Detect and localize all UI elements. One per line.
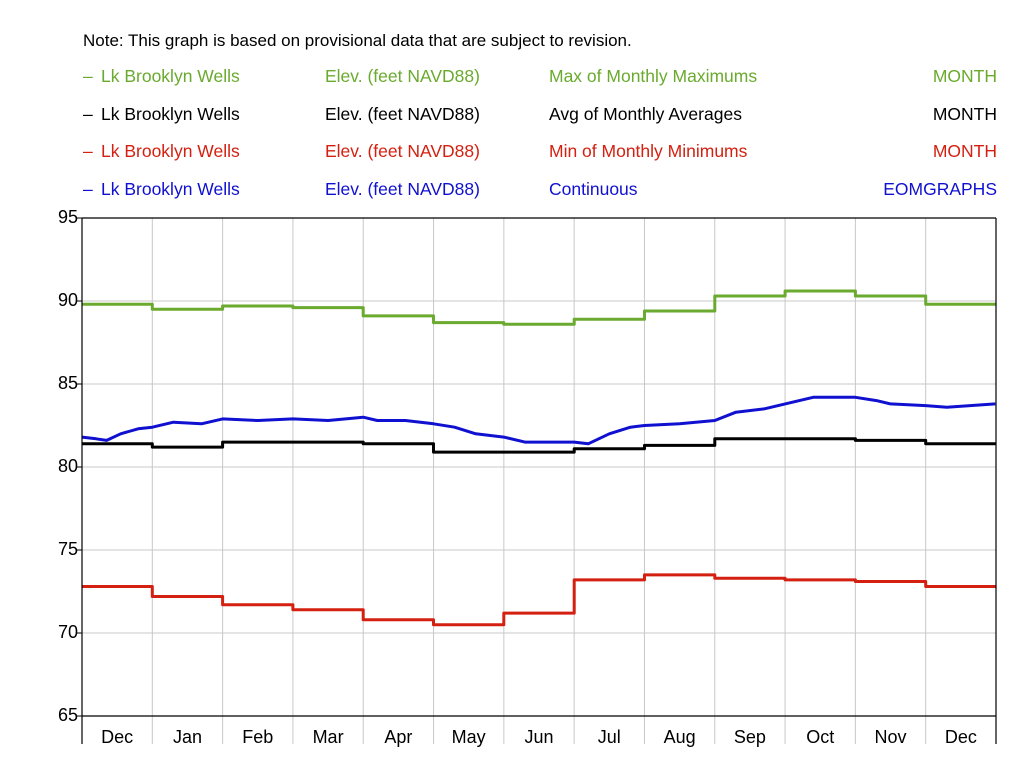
legend-source: EOMGRAPHS [883, 179, 997, 200]
legend-statistic: Continuous [549, 179, 638, 200]
series-line-avg-of-monthly-averages [82, 437, 996, 454]
x-tick-label: Dec [945, 727, 977, 747]
y-tick-label: 75 [58, 539, 78, 559]
legend-site: Lk Brooklyn Wells [101, 179, 240, 200]
legend-row-continuous: – Lk Brooklyn Wells Elev. (feet NAVD88) … [83, 179, 997, 217]
x-tick-label: Jun [524, 727, 553, 747]
legend-site: Lk Brooklyn Wells [101, 141, 240, 162]
legend-row-max: – Lk Brooklyn Wells Elev. (feet NAVD88) … [83, 66, 997, 104]
legend-parameter: Elev. (feet NAVD88) [325, 141, 480, 162]
legend-swatch: – [83, 103, 93, 124]
legend-swatch: – [83, 179, 93, 200]
x-tick-label: Jan [173, 727, 202, 747]
legend-source: MONTH [932, 66, 997, 86]
legend: – Lk Brooklyn Wells Elev. (feet NAVD88) … [83, 66, 997, 217]
x-tick-label: Nov [875, 727, 907, 747]
x-tick-label: Jul [598, 727, 621, 747]
legend-swatch: – [83, 66, 93, 86]
x-tick-label: Mar [313, 727, 344, 747]
x-tick-label: Aug [664, 727, 696, 747]
x-tick-label: Oct [806, 727, 834, 747]
y-tick-label: 65 [58, 705, 78, 725]
legend-statistic: Min of Monthly Minimums [549, 141, 748, 162]
series-line-continuous [81, 395, 996, 446]
legend-parameter: Elev. (feet NAVD88) [325, 103, 480, 124]
legend-parameter: Elev. (feet NAVD88) [325, 66, 480, 86]
legend-statistic: Avg of Monthly Averages [549, 103, 742, 124]
y-tick-label: 70 [58, 622, 78, 642]
y-tick-label: 85 [58, 373, 78, 393]
legend-site: Lk Brooklyn Wells [101, 66, 240, 86]
x-tick-label: Apr [384, 727, 412, 747]
legend-source: MONTH [932, 141, 997, 162]
x-tick-label: Sep [734, 727, 766, 747]
x-tick-label: Dec [101, 727, 133, 747]
legend-swatch: – [83, 141, 93, 162]
legend-row-min: – Lk Brooklyn Wells Elev. (feet NAVD88) … [83, 141, 997, 179]
legend-row-avg: – Lk Brooklyn Wells Elev. (feet NAVD88) … [83, 104, 997, 142]
x-tick-label: Feb [242, 727, 273, 747]
y-tick-label: 80 [58, 456, 78, 476]
series-line-min-of-monthly-minimums [82, 573, 996, 627]
x-tick-label: May [452, 727, 486, 747]
series-line-max-of-monthly-maximums [82, 289, 996, 326]
legend-site: Lk Brooklyn Wells [101, 103, 240, 124]
legend-statistic: Max of Monthly Maximums [549, 66, 758, 86]
y-tick-label: 90 [58, 290, 78, 310]
series-lines [81, 289, 996, 627]
y-tick-label: 95 [58, 207, 78, 227]
provisional-note: Note: This graph is based on provisional… [83, 31, 632, 50]
legend-parameter: Elev. (feet NAVD88) [325, 179, 480, 200]
tick-labels: 95 90 85 80 75 70 65 Dec Jan Feb Mar Apr May Jun Jul Au… [58, 207, 977, 747]
legend-source: MONTH [932, 103, 997, 124]
axes [77, 217, 997, 744]
